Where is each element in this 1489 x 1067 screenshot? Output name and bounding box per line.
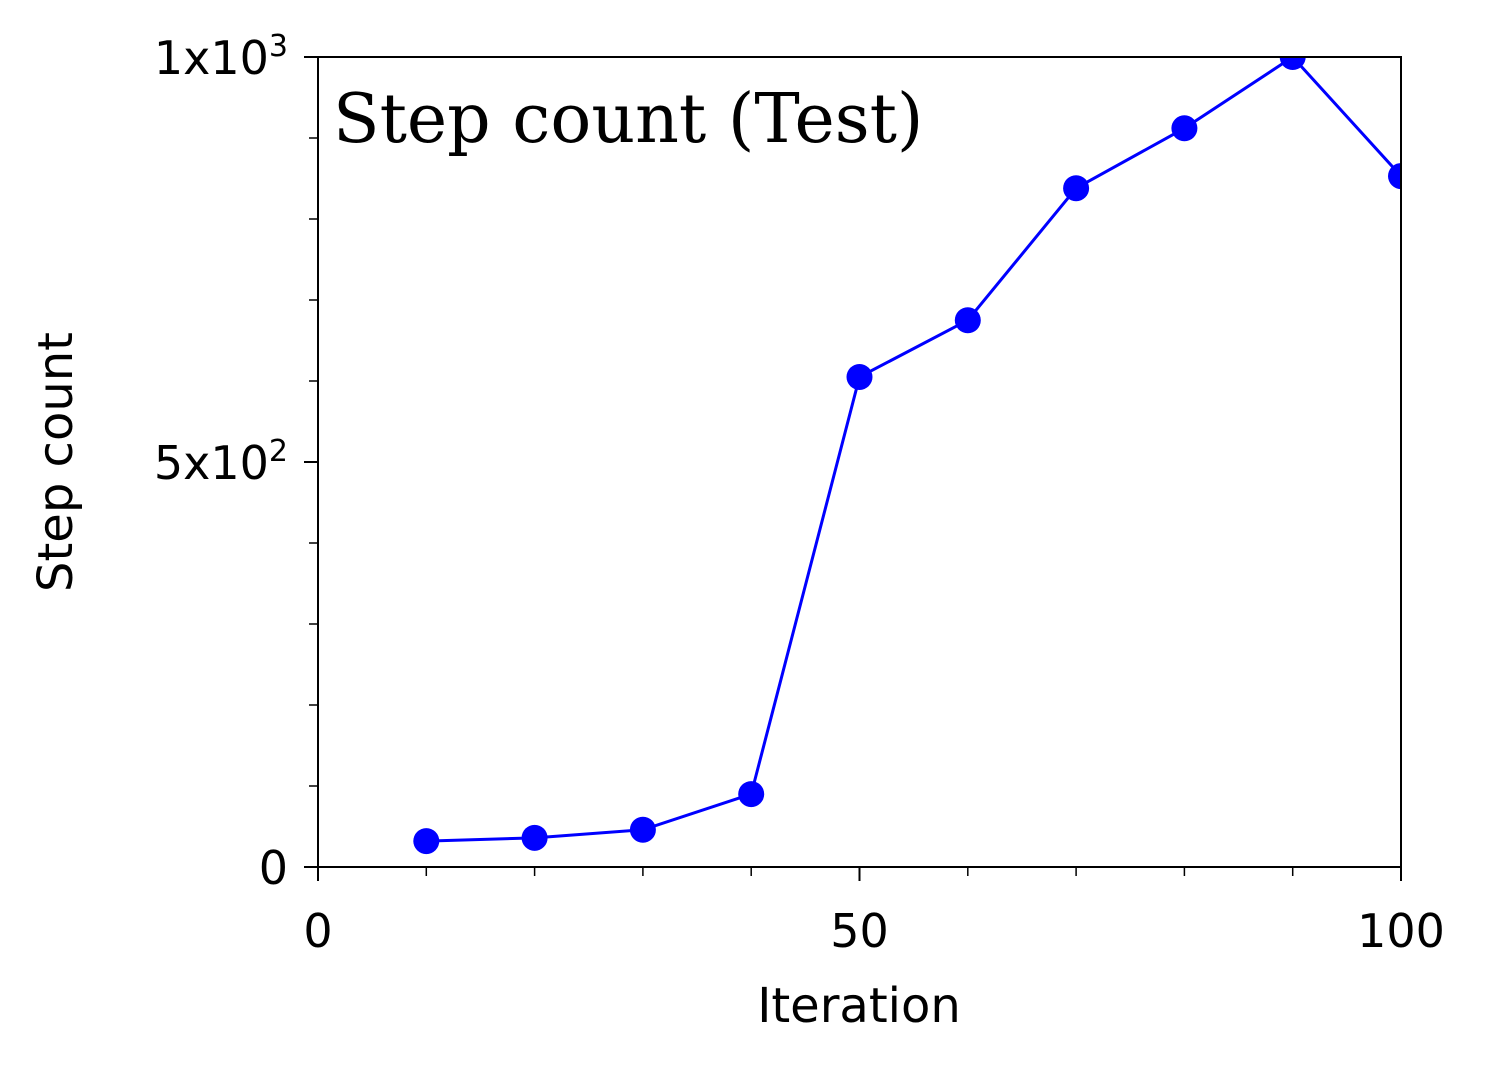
y-tick-label: 0 bbox=[259, 841, 288, 895]
data-point bbox=[413, 828, 440, 855]
data-point bbox=[1063, 175, 1090, 202]
data-point bbox=[846, 363, 873, 390]
x-tick-label: 0 bbox=[303, 904, 332, 958]
ticks-layer: 0 50 100 0 5x102 1x103 bbox=[154, 29, 1445, 958]
plot-frame bbox=[317, 56, 1402, 868]
y-tick-label: 1x103 bbox=[154, 29, 288, 85]
series-layer bbox=[413, 57, 1401, 855]
series-line bbox=[426, 57, 1401, 843]
y-tick-label: 5x102 bbox=[154, 434, 288, 490]
x-tick-label: 100 bbox=[1357, 904, 1445, 958]
data-point bbox=[521, 824, 548, 851]
data-point bbox=[1388, 163, 1401, 190]
data-point bbox=[1279, 57, 1306, 70]
data-point bbox=[629, 816, 656, 843]
x-tick-label: 50 bbox=[830, 904, 889, 958]
data-point bbox=[1171, 115, 1198, 142]
y-axis-label: Step count bbox=[28, 332, 84, 592]
chart-title: Step count (Test) bbox=[333, 80, 923, 159]
data-point bbox=[738, 781, 765, 808]
data-point bbox=[954, 307, 981, 334]
x-axis-label: Iteration bbox=[757, 978, 961, 1034]
